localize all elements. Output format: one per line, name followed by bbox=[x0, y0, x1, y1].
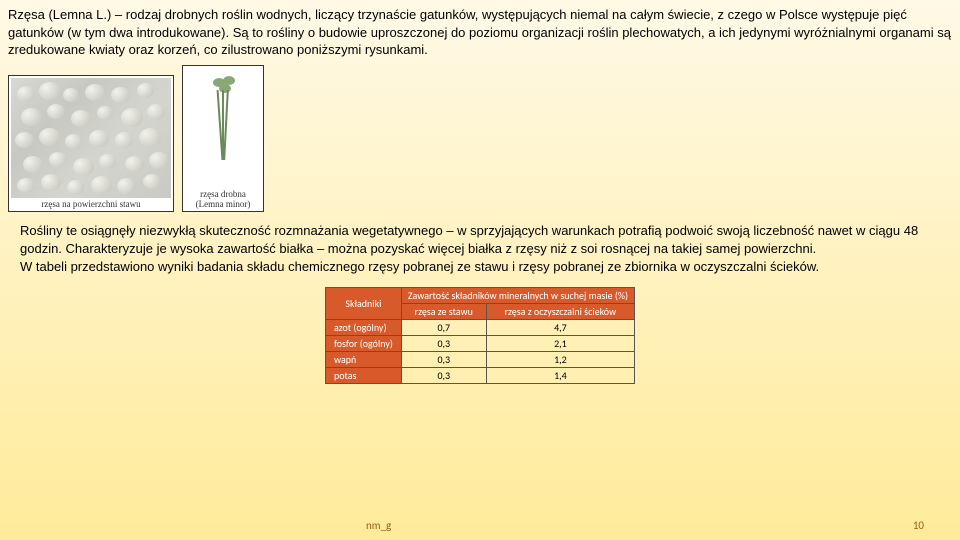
th-treatment: rzęsa z oczyszczalni ścieków bbox=[486, 304, 634, 320]
caption-pond: rzęsa na powierzchni stawu bbox=[41, 198, 140, 210]
caption-drawing-line2: (Lemna minor) bbox=[196, 199, 251, 209]
cell-value: 1,2 bbox=[486, 352, 634, 368]
cell-value: 4,7 bbox=[486, 320, 634, 336]
table-row: fosfor (ogólny) 0,3 2,1 bbox=[325, 336, 634, 352]
footer-page-number: 10 bbox=[913, 519, 924, 532]
cell-label: wapń bbox=[325, 352, 401, 368]
cell-value: 1,4 bbox=[486, 368, 634, 384]
table-container: Składniki Zawartość składników mineralny… bbox=[0, 287, 960, 384]
caption-drawing-line1: rzęsa drobna bbox=[200, 189, 246, 199]
th-ingredients: Składniki bbox=[325, 288, 401, 320]
footer-author: nm_g bbox=[366, 519, 391, 532]
th-pond: rzęsa ze stawu bbox=[401, 304, 486, 320]
intro-paragraph: Rzęsa (Lemna L.) – rodzaj drobnych rośli… bbox=[0, 0, 960, 61]
footer: nm_g 10 bbox=[0, 519, 960, 532]
cell-value: 0,3 bbox=[401, 368, 486, 384]
cell-label: fosfor (ogólny) bbox=[325, 336, 401, 352]
body-paragraph: Rośliny te osiągnęły niezwykłą skuteczno… bbox=[0, 216, 960, 279]
table-row: wapń 0,3 1,2 bbox=[325, 352, 634, 368]
table-row: potas 0,3 1,4 bbox=[325, 368, 634, 384]
th-content: Zawartość składników mineralnych w suche… bbox=[401, 288, 634, 304]
photo-duckweed-pond bbox=[11, 78, 171, 198]
cell-value: 2,1 bbox=[486, 336, 634, 352]
cell-label: azot (ogólny) bbox=[325, 320, 401, 336]
image-pond: rzęsa na powierzchni stawu bbox=[8, 75, 174, 213]
cell-value: 0,7 bbox=[401, 320, 486, 336]
caption-drawing: rzęsa drobna (Lemna minor) bbox=[196, 188, 251, 210]
cell-value: 0,3 bbox=[401, 336, 486, 352]
composition-table: Składniki Zawartość składników mineralny… bbox=[325, 287, 635, 384]
image-drawing: rzęsa drobna (Lemna minor) bbox=[182, 65, 264, 213]
drawing-lemna-minor bbox=[185, 68, 261, 188]
images-row: rzęsa na powierzchni stawu rzęsa drobna … bbox=[0, 61, 960, 217]
cell-value: 0,3 bbox=[401, 352, 486, 368]
cell-label: potas bbox=[325, 368, 401, 384]
table-row: azot (ogólny) 0,7 4,7 bbox=[325, 320, 634, 336]
